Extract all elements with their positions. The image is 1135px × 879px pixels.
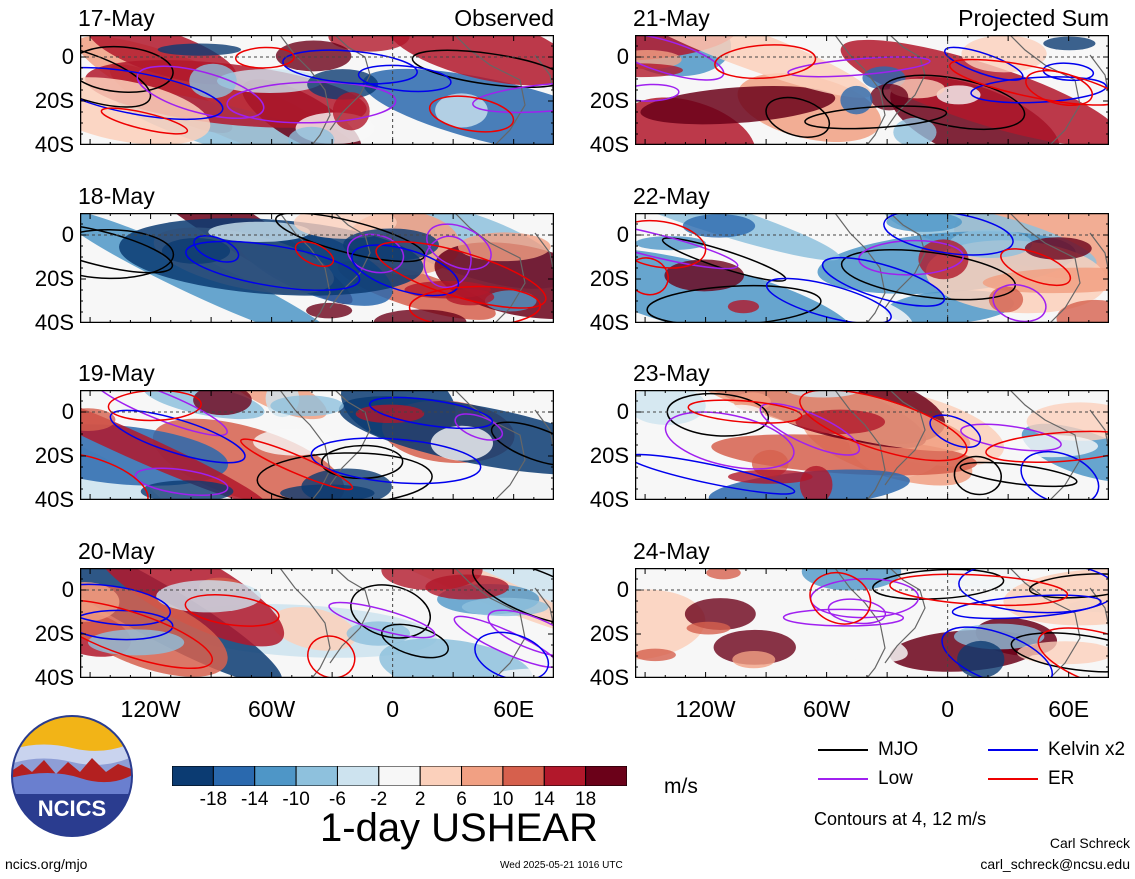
legend-label: Low <box>878 768 913 789</box>
legend-line-swatch <box>988 749 1038 751</box>
contour-levels-text: Contours at 4, 12 m/s <box>814 809 987 829</box>
lat-tick-label: 20S <box>589 88 629 113</box>
colorbar-tick-label: -14 <box>240 789 269 810</box>
map-panel-field <box>635 568 1109 678</box>
colorbar-swatch <box>461 765 504 787</box>
lon-tick-label: 0 <box>386 696 400 722</box>
legend-label: Kelvin x2 <box>1048 739 1126 760</box>
lat-tick-label: 0 <box>616 44 629 69</box>
lat-tick-label: 0 <box>61 577 74 602</box>
lat-tick-label: 40S <box>589 310 629 335</box>
units-label: m/s <box>664 775 698 798</box>
lat-tick-label: 40S <box>34 310 74 335</box>
lat-tick-label: 20S <box>589 443 629 468</box>
lat-tick-label: 0 <box>61 44 74 69</box>
lat-tick-label: 20S <box>34 621 74 646</box>
map-panel <box>635 35 1109 145</box>
map-panel <box>635 390 1109 500</box>
map-panel <box>80 35 554 145</box>
map-panel-field <box>80 568 554 678</box>
colorbar-swatch <box>585 765 628 787</box>
colorbar-swatch <box>254 765 297 787</box>
lat-tick-label: 20S <box>34 266 74 291</box>
colorbar-tick-label: -18 <box>199 789 228 810</box>
ncics-logo-graphic: NCICS <box>11 715 133 837</box>
panel-date: 24-May <box>633 538 710 564</box>
variable-title: 1-day USHEAR <box>320 806 598 850</box>
legend-line-swatch <box>818 749 868 751</box>
colorbar-swatch <box>378 765 421 787</box>
footer-url: ncics.org/mjo <box>5 856 88 872</box>
panel-date: 19-May <box>78 360 155 386</box>
legend-line-swatch <box>988 778 1038 780</box>
lat-tick-label: 20S <box>589 266 629 291</box>
panel-date: 21-May <box>633 5 710 31</box>
colorbar-tick-label: 18 <box>575 789 597 810</box>
column-label: Observed <box>454 5 554 31</box>
ncics-logo: NCICS <box>10 712 134 840</box>
map-panel-field <box>635 213 1109 323</box>
map-panel-field <box>80 35 554 145</box>
ncics-logo-text: NCICS <box>38 796 106 821</box>
lat-tick-label: 0 <box>616 577 629 602</box>
lat-tick-label: 40S <box>589 665 629 690</box>
lat-tick-label: 40S <box>34 665 74 690</box>
map-panel <box>80 568 554 678</box>
colorbar-tick-label: -10 <box>282 789 310 810</box>
map-panel-field <box>80 213 554 323</box>
lat-tick-label: 20S <box>34 443 74 468</box>
lat-tick-label: 20S <box>34 88 74 113</box>
map-panel-field <box>635 390 1109 500</box>
map-panel-field <box>80 390 554 500</box>
colorbar-tick-label: -2 <box>370 789 388 810</box>
colorbar-tick-label: 14 <box>533 789 555 810</box>
lat-tick-label: 40S <box>34 487 74 512</box>
panel-date: 18-May <box>78 183 155 209</box>
colorbar-tick-label: 2 <box>414 789 426 810</box>
map-panel-field <box>635 35 1109 145</box>
map-panel <box>80 213 554 323</box>
lon-tick-label: 60E <box>1048 696 1090 722</box>
colorbar-swatch <box>419 765 463 787</box>
panel-date: 22-May <box>633 183 710 209</box>
legend-label: MJO <box>878 739 919 760</box>
colorbar-swatch <box>502 765 545 787</box>
colorbar-swatch <box>295 765 338 787</box>
lat-tick-label: 20S <box>589 621 629 646</box>
lon-tick-label: 0 <box>941 696 955 722</box>
lon-tick-label: 60W <box>802 696 851 722</box>
colorbar-tick-label: 6 <box>456 789 467 810</box>
colorbar <box>171 765 628 787</box>
map-panel <box>635 213 1109 323</box>
colorbar-tick-label: 10 <box>492 789 514 810</box>
author-name: Carl Schreck <box>1049 835 1130 851</box>
lat-tick-label: 0 <box>61 399 74 424</box>
colorbar-tick-label: -6 <box>329 789 346 810</box>
panel-date: 23-May <box>633 360 710 386</box>
map-panel <box>80 390 554 500</box>
colorbar-swatch <box>212 765 256 787</box>
lon-tick-label: 120W <box>675 696 736 722</box>
column-label: Projected Sum <box>958 5 1109 31</box>
author-email: carl_schreck@ncsu.edu <box>980 856 1130 872</box>
lon-tick-label: 60W <box>247 696 296 722</box>
lat-tick-label: 40S <box>34 132 74 157</box>
lat-tick-label: 0 <box>616 222 629 247</box>
lat-tick-label: 40S <box>589 132 629 157</box>
lat-tick-label: 0 <box>616 399 629 424</box>
panel-date: 17-May <box>78 5 155 31</box>
lon-tick-label: 60E <box>493 696 535 722</box>
footer-timestamp: Wed 2025-05-21 1016 UTC <box>500 860 623 871</box>
lon-tick-label: 120W <box>120 696 181 722</box>
lat-tick-label: 40S <box>589 487 629 512</box>
colorbar-swatches <box>171 765 628 787</box>
colorbar-swatch <box>171 765 214 787</box>
panel-date: 20-May <box>78 538 155 564</box>
legend-label: ER <box>1048 768 1075 789</box>
colorbar-swatch <box>336 765 380 787</box>
lat-tick-label: 0 <box>61 222 74 247</box>
colorbar-swatch <box>543 765 587 787</box>
map-panel <box>635 568 1109 678</box>
legend-line-swatch <box>818 778 868 780</box>
